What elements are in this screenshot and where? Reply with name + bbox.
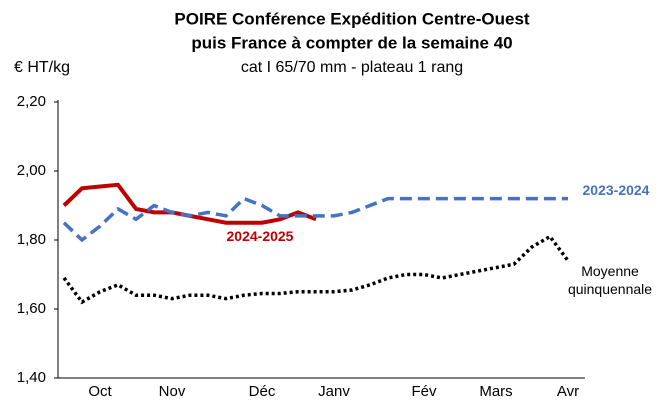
x-tick-label: Avr [557,383,579,400]
series-line [62,196,568,243]
series-line [62,234,570,305]
y-tick-label: 1,60 [17,300,46,317]
x-tick-label: Oct [88,383,112,400]
series-label: 2024-2025 [226,228,294,244]
series-label: 2023-2024 [582,182,650,198]
y-tick-label: 1,80 [17,231,46,248]
chart-subtitle: puis France à compter de la semaine 40 [191,33,512,52]
x-tick-label: Déc [249,383,276,400]
y-tick-label: 1,40 [17,369,46,386]
chart-title: POIRE Conférence Expédition Centre-Ouest [174,9,530,28]
chart-subtitle: cat I 65/70 mm - plateau 1 rang [241,59,463,76]
y-tick-label: 2,20 [17,93,46,110]
x-tick-label: Nov [159,383,186,400]
x-tick-label: Fév [411,383,437,400]
x-tick-label: Janv [318,383,350,400]
x-tick-label: Mars [479,383,512,400]
y-tick-label: 2,00 [17,162,46,179]
series-label: Moyenne quinquennale [567,263,653,297]
y-axis-label: € HT/kg [14,59,70,76]
